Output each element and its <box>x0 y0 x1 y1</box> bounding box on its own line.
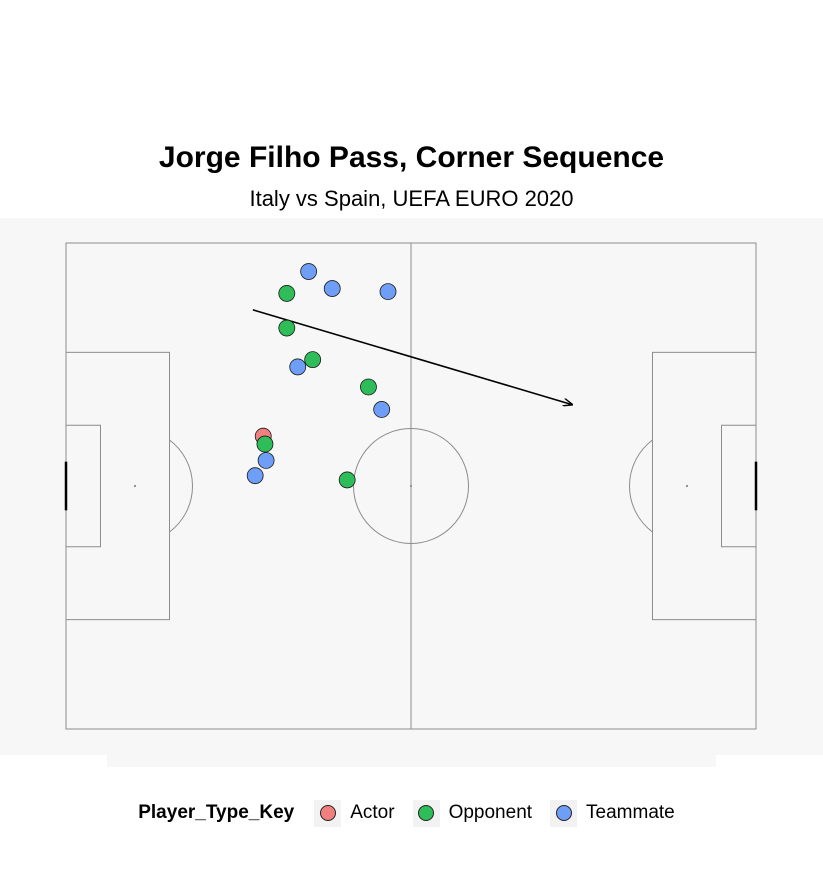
player-point-opponent <box>338 471 356 489</box>
left-six-yard-box <box>65 424 101 548</box>
legend-key-opponent <box>412 799 440 827</box>
legend-item-teammate: Teammate <box>550 799 675 827</box>
player-point-teammate <box>257 452 275 469</box>
right-penalty-area <box>652 351 757 621</box>
legend-swatch-teammate <box>555 805 572 821</box>
center-spot <box>409 484 413 488</box>
left-penalty-area <box>65 351 170 621</box>
player-point-opponent <box>304 351 322 369</box>
legend-key-teammate <box>550 799 578 827</box>
left-penalty-spot <box>133 484 137 488</box>
player-points <box>246 263 397 489</box>
legend-swatch-actor <box>319 805 336 821</box>
legend-label-actor: Actor <box>350 802 395 823</box>
pass-arrow <box>252 309 572 405</box>
legend: Player_Type_Key Actor Opponent Teammate <box>0 798 823 828</box>
legend-item-opponent: Opponent <box>412 799 533 827</box>
right-penalty-arc <box>629 439 653 533</box>
chart-subtitle: Italy vs Spain, UEFA EURO 2020 <box>249 186 574 211</box>
pitch-markings <box>65 242 757 730</box>
player-point-opponent <box>278 285 296 302</box>
player-point-teammate <box>323 280 341 297</box>
chart-title: Jorge Filho Pass, Corner Sequence <box>158 141 665 174</box>
right-six-yard-box <box>721 424 757 548</box>
right-penalty-spot <box>685 484 689 488</box>
player-point-opponent <box>256 435 274 453</box>
legend-label-teammate: Teammate <box>586 802 675 823</box>
left-penalty-arc <box>169 439 193 533</box>
player-point-teammate <box>300 263 318 280</box>
player-point-teammate <box>379 283 397 301</box>
plot-panel-background-lower <box>107 755 716 767</box>
legend-title: Player_Type_Key <box>138 802 295 823</box>
pass-arrow-layer <box>252 309 572 405</box>
player-point-opponent <box>278 319 296 337</box>
player-point-opponent <box>360 378 377 396</box>
player-point-teammate <box>246 467 264 485</box>
legend-key-actor <box>314 799 342 827</box>
legend-label-opponent: Opponent <box>448 802 533 823</box>
legend-swatch-opponent <box>418 805 435 821</box>
legend-item-actor: Actor <box>314 799 395 827</box>
player-point-teammate <box>373 401 391 418</box>
center-circle <box>353 428 469 544</box>
goals <box>64 461 758 511</box>
player-point-teammate <box>289 358 307 376</box>
